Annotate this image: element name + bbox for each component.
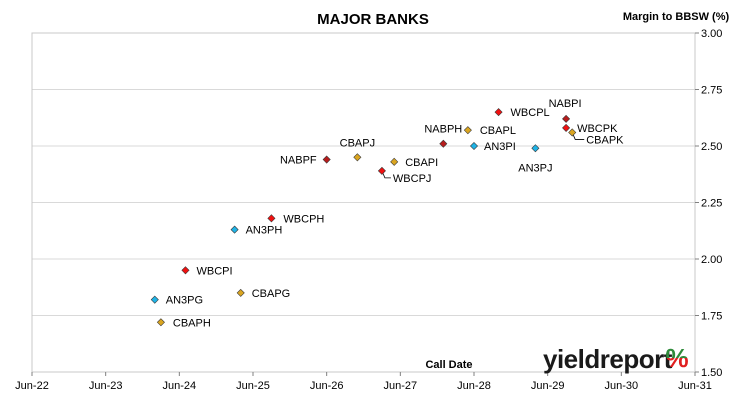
data-point-cbapi <box>390 157 399 166</box>
point-label-an3pg: AN3PG <box>166 295 203 307</box>
data-point-wbcpl <box>494 108 503 117</box>
y-tick-label: 2.75 <box>701 85 722 97</box>
point-label-an3pi: AN3PI <box>484 141 516 153</box>
data-point-wbcph <box>267 214 276 223</box>
data-points <box>150 108 577 327</box>
data-point-nabpf <box>322 155 331 164</box>
logo-wordmark: yieldreport <box>543 344 673 374</box>
data-point-an3ph <box>230 225 239 234</box>
point-label-cbapi: CBAPI <box>405 157 438 169</box>
x-tick-label: Jun-31 <box>678 380 712 392</box>
chart-title: MAJOR BANKS <box>317 11 429 28</box>
data-point-an3pg <box>150 295 159 304</box>
y-axis: 1.50 1.75 2.00 2.25 2.50 2.75 3.00 <box>695 28 722 379</box>
point-label-nabpi: NABPI <box>549 98 582 110</box>
data-point-nabpi <box>562 114 571 123</box>
logo-percent-icon: % <box>665 343 688 373</box>
x-tick-label: Jun-22 <box>15 380 49 392</box>
point-label-cbapj: CBAPJ <box>340 137 375 149</box>
data-point-nabph <box>439 139 448 148</box>
y-tick-label: 2.25 <box>701 198 722 210</box>
y-tick-label: 2.50 <box>701 141 722 153</box>
point-label-wbcpl: WBCPL <box>511 107 550 119</box>
x-tick-label: Jun-23 <box>89 380 123 392</box>
y-tick-label: 1.50 <box>701 367 722 379</box>
y-axis-label: Margin to BBSW (%) <box>623 11 730 23</box>
x-tick-label: Jun-30 <box>605 380 639 392</box>
point-label-an3ph: AN3PH <box>246 225 283 237</box>
data-point-cbapg <box>236 288 245 297</box>
data-point-cbapj <box>353 153 362 162</box>
point-label-cbapg: CBAPG <box>252 288 291 300</box>
point-label-wbcpk: WBCPK <box>577 123 618 135</box>
x-tick-label: Jun-26 <box>310 380 344 392</box>
data-point-an3pi <box>469 141 479 151</box>
data-point-wbcpj <box>377 166 386 175</box>
point-label-an3pj: AN3PJ <box>518 162 552 174</box>
logo-percent-symbol: % <box>665 343 688 373</box>
data-point-cbapk <box>568 128 577 137</box>
data-point-wbcpi <box>181 266 190 275</box>
data-point-wbcpk <box>562 123 571 132</box>
data-point-an3pj <box>531 144 540 153</box>
yieldreport-logo: yieldreport % <box>543 343 689 374</box>
data-point-cbapl <box>463 126 472 135</box>
x-axis: Jun-22 Jun-23 Jun-24 Jun-25 Jun-26 Jun-27 Jun-… <box>15 372 712 392</box>
x-tick-label: Jun-28 <box>457 380 491 392</box>
data-point-cbaph <box>156 318 165 327</box>
y-tick-label: 3.00 <box>701 28 722 40</box>
point-label-nabph: NABPH <box>424 124 462 136</box>
x-tick-label: Jun-27 <box>384 380 418 392</box>
point-label-wbcpi: WBCPI <box>196 265 232 277</box>
point-label-cbaph: CBAPH <box>173 317 211 329</box>
point-label-wbcph: WBCPH <box>283 213 324 225</box>
x-axis-label: Call Date <box>425 359 472 371</box>
point-label-wbcpj: WBCPJ <box>393 173 432 185</box>
x-tick-label: Jun-25 <box>236 380 270 392</box>
x-tick-label: Jun-24 <box>163 380 197 392</box>
point-label-cbapk: CBAPK <box>586 134 624 146</box>
point-label-cbapl: CBAPL <box>480 125 516 137</box>
point-label-nabpf: NABPF <box>280 155 317 167</box>
x-tick-label: Jun-29 <box>531 380 565 392</box>
y-tick-label: 1.75 <box>701 311 722 323</box>
y-tick-label: 2.00 <box>701 254 722 266</box>
